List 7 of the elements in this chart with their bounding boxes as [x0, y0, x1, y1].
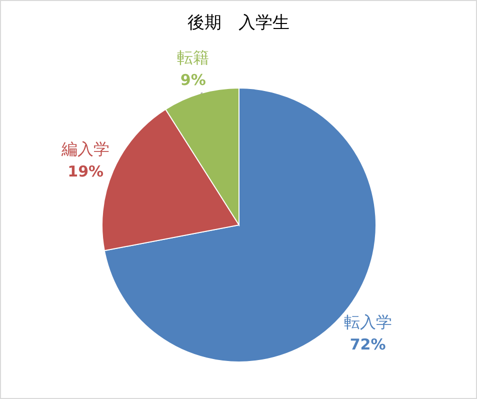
- slice-label: 転入学: [344, 312, 392, 332]
- data-label: 9%: [180, 71, 206, 90]
- chart-title: 後期 入学生: [188, 13, 290, 33]
- data-label: 19%: [68, 162, 104, 181]
- slice-label: 転籍: [177, 48, 210, 68]
- slice-label: 編入学: [60, 140, 110, 159]
- data-label: 72%: [350, 336, 386, 354]
